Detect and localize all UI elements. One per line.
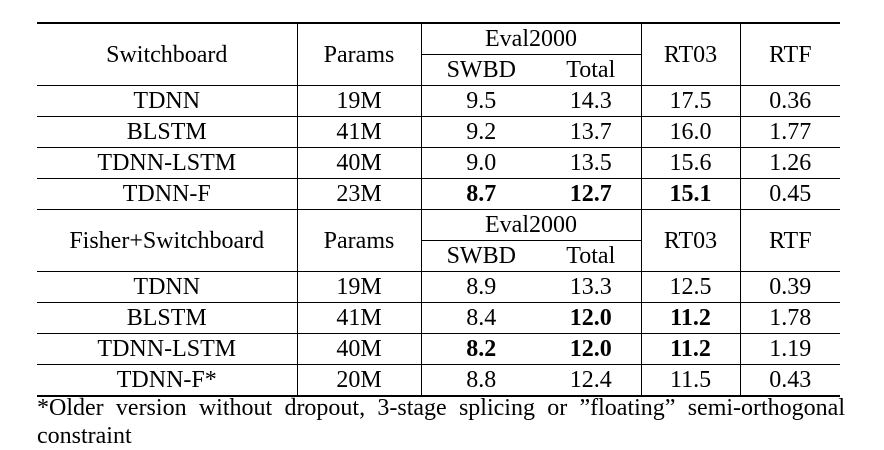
- rt03-cell: 11.2: [640, 333, 741, 365]
- table-row: TDNN-F 23M 8.7 12.7 15.1 0.45: [37, 178, 841, 210]
- rt03-cell: 17.5: [640, 85, 741, 117]
- footnote-text: *Older version without dropout, 3-stage …: [37, 395, 845, 449]
- rtf-header: RTF: [739, 209, 841, 272]
- model-cell: TDNN-LSTM: [37, 333, 297, 365]
- table-row: BLSTM 41M 9.2 13.7 16.0 1.77: [37, 116, 841, 148]
- table-row: BLSTM 41M 8.4 12.0 11.2 1.78: [37, 302, 841, 334]
- total-header: Total: [541, 54, 642, 86]
- corpus-header: Switchboard: [37, 22, 297, 86]
- rt03-cell: 11.5: [640, 364, 741, 397]
- params-header: Params: [296, 22, 421, 86]
- swbd-cell: 8.7: [420, 178, 541, 210]
- swbd-header: SWBD: [420, 54, 541, 86]
- swbd-cell: 9.0: [420, 147, 541, 179]
- params-header: Params: [296, 209, 421, 272]
- model-cell: TDNN: [37, 271, 297, 303]
- rtf-cell: 0.43: [739, 364, 841, 397]
- results-table: Switchboard Params Eval2000 RT03 RTF SWB…: [37, 22, 841, 397]
- eval-header: Eval2000: [420, 22, 642, 55]
- total-cell: 13.5: [541, 147, 642, 179]
- rtf-cell: 1.77: [739, 116, 841, 148]
- params-cell: 41M: [296, 116, 421, 148]
- total-cell: 12.0: [541, 333, 642, 365]
- rtf-header: RTF: [739, 22, 841, 86]
- table-footnote: *Older version without dropout, 3-stage …: [37, 394, 845, 450]
- swbd-cell: 8.9: [420, 271, 541, 303]
- swbd-cell: 9.5: [420, 85, 541, 117]
- rt03-cell: 12.5: [640, 271, 741, 303]
- table-row: TDNN 19M 9.5 14.3 17.5 0.36: [37, 85, 841, 117]
- params-cell: 40M: [296, 333, 421, 365]
- total-cell: 12.4: [541, 364, 642, 397]
- rt03-cell: 16.0: [640, 116, 741, 148]
- total-cell: 14.3: [541, 85, 642, 117]
- total-header: Total: [541, 240, 642, 272]
- rt03-header: RT03: [640, 22, 741, 86]
- section1-header-row: Switchboard Params Eval2000 RT03 RTF: [37, 22, 841, 86]
- rtf-cell: 1.78: [739, 302, 841, 334]
- params-cell: 41M: [296, 302, 421, 334]
- rtf-cell: 0.39: [739, 271, 841, 303]
- params-cell: 23M: [296, 178, 421, 210]
- rt03-cell: 15.6: [640, 147, 741, 179]
- table-row: TDNN-LSTM 40M 8.2 12.0 11.2 1.19: [37, 333, 841, 365]
- section2-header-row: Fisher+Switchboard Params Eval2000 RT03 …: [37, 209, 841, 272]
- rtf-cell: 0.36: [739, 85, 841, 117]
- eval-header: Eval2000: [420, 209, 642, 241]
- model-cell: TDNN-F*: [37, 364, 297, 397]
- rt03-cell: 15.1: [640, 178, 741, 210]
- total-cell: 13.3: [541, 271, 642, 303]
- swbd-cell: 8.8: [420, 364, 541, 397]
- total-cell: 13.7: [541, 116, 642, 148]
- rtf-cell: 0.45: [739, 178, 841, 210]
- model-cell: TDNN: [37, 85, 297, 117]
- rt03-cell: 11.2: [640, 302, 741, 334]
- model-cell: BLSTM: [37, 302, 297, 334]
- params-cell: 20M: [296, 364, 421, 397]
- swbd-header: SWBD: [420, 240, 541, 272]
- model-cell: TDNN-F: [37, 178, 297, 210]
- swbd-cell: 9.2: [420, 116, 541, 148]
- swbd-cell: 8.2: [420, 333, 541, 365]
- params-cell: 19M: [296, 271, 421, 303]
- table-row: TDNN 19M 8.9 13.3 12.5 0.39: [37, 271, 841, 303]
- model-cell: BLSTM: [37, 116, 297, 148]
- params-cell: 40M: [296, 147, 421, 179]
- corpus-header: Fisher+Switchboard: [37, 209, 297, 272]
- section1-subheader-row: SWBD Total: [37, 54, 840, 86]
- params-cell: 19M: [296, 85, 421, 117]
- section2-subheader-row: SWBD Total: [37, 240, 840, 272]
- total-cell: 12.0: [541, 302, 642, 334]
- table-row: TDNN-F* 20M 8.8 12.4 11.5 0.43: [37, 364, 841, 397]
- table-row: TDNN-LSTM 40M 9.0 13.5 15.6 1.26: [37, 147, 841, 179]
- total-cell: 12.7: [541, 178, 642, 210]
- rt03-header: RT03: [640, 209, 741, 272]
- model-cell: TDNN-LSTM: [37, 147, 297, 179]
- swbd-cell: 8.4: [420, 302, 541, 334]
- rtf-cell: 1.19: [739, 333, 841, 365]
- rtf-cell: 1.26: [739, 147, 841, 179]
